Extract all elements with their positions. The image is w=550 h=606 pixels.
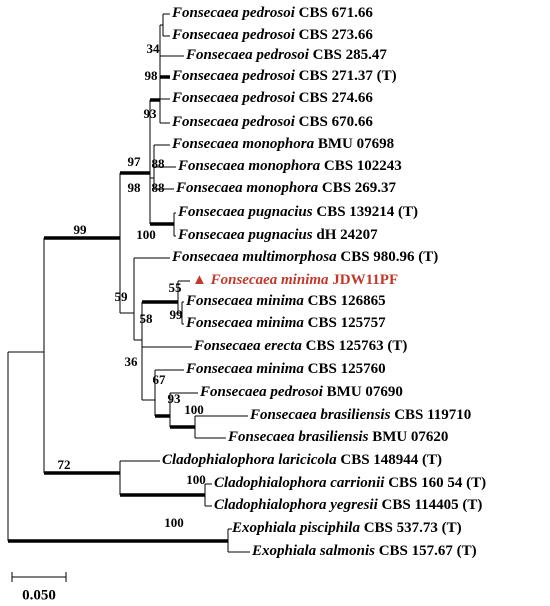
leaf-label: Fonsecaea erecta CBS 125763 (T)	[193, 338, 407, 354]
species-name: Fonsecaea minima	[185, 361, 304, 377]
leaf-label: Fonsecaea pedrosoi BMU 07690	[199, 384, 403, 400]
strain-id: CBS 148944 (T)	[340, 452, 442, 468]
strain-id: CBS 157.67 (T)	[379, 543, 477, 559]
species-name: Fonsecaea minima	[210, 272, 329, 288]
leaf-label: Fonsecaea pugnacius CBS 139214 (T)	[177, 204, 418, 220]
species-name: Cladophialophora laricicola	[162, 452, 337, 468]
strain-id: CBS 160 54 (T)	[388, 475, 486, 491]
leaf-label: Fonsecaea pedrosoi CBS 670.66	[171, 114, 373, 130]
leaf-label: Fonsecaea pedrosoi CBS 274.66	[171, 90, 373, 106]
leaf-label: Fonsecaea brasiliensis CBS 119710	[249, 407, 471, 423]
leaf-label: Fonsecaea brasiliensis BMU 07620	[227, 429, 448, 445]
leaf-label: Exophiala salmonis CBS 157.67 (T)	[251, 543, 477, 559]
bootstrap-value: 93	[144, 106, 158, 121]
scale-bar-label: 0.050	[22, 587, 56, 603]
leaf-label: Fonsecaea pedrosoi CBS 271.37 (T)	[171, 68, 397, 84]
strain-id: CBS 271.37 (T)	[299, 68, 397, 84]
species-name: Fonsecaea pedrosoi	[199, 384, 324, 400]
bootstrap-value: 59	[115, 289, 129, 304]
species-name: Fonsecaea pugnacius	[177, 227, 313, 243]
branches	[7, 13, 250, 582]
strain-id: BMU 07690	[327, 384, 403, 400]
strain-id: CBS 139214 (T)	[316, 204, 418, 220]
leaf-marker: ▲	[192, 272, 207, 288]
strain-id: CBS 980.96 (T)	[340, 249, 438, 265]
strain-id: CBS 125763 (T)	[306, 338, 408, 354]
leaf-label: Fonsecaea monophora CBS 102243	[177, 158, 402, 174]
leaf-label: Fonsecaea pedrosoi CBS 671.66	[171, 5, 373, 21]
species-name: Fonsecaea monophora	[177, 158, 321, 174]
species-name: Fonsecaea erecta	[193, 338, 302, 354]
species-name: Fonsecaea pedrosoi	[171, 114, 296, 130]
species-name: Fonsecaea multimorphosa	[171, 249, 337, 265]
species-name: Exophiala salmonis	[251, 543, 375, 559]
bootstrap-value: 36	[125, 354, 139, 369]
species-name: Fonsecaea minima	[185, 293, 304, 309]
bootstrap-value: 100	[186, 472, 206, 487]
species-name: Fonsecaea pugnacius	[177, 204, 313, 220]
strain-id: CBS 119710	[394, 407, 471, 423]
strain-id: CBS 114405 (T)	[382, 497, 483, 513]
bootstrap-value: 93	[168, 391, 182, 406]
bootstrap-value: 88	[152, 156, 166, 171]
strain-id: CBS 102243	[324, 158, 402, 174]
strain-id: CBS 126865	[308, 293, 386, 309]
leaf-label: Fonsecaea minima CBS 126865	[185, 293, 386, 309]
strain-id: BMU 07620	[372, 429, 448, 445]
strain-id: CBS 125760	[308, 361, 386, 377]
species-name: Fonsecaea monophora	[175, 180, 319, 196]
strain-id: CBS 274.66	[299, 90, 374, 106]
species-name: Fonsecaea brasiliensis	[227, 429, 369, 445]
bootstrap-value: 55	[169, 280, 183, 295]
strain-id: CBS 537.73 (T)	[364, 520, 462, 536]
leaf-label: Exophiala pisciphila CBS 537.73 (T)	[231, 520, 462, 536]
species-name: Exophiala pisciphila	[231, 520, 360, 536]
bootstrap-value: 99	[74, 222, 88, 237]
strain-id: dH 24207	[316, 227, 378, 243]
species-name: Fonsecaea monophora	[171, 136, 315, 152]
bootstrap-value: 99	[170, 307, 184, 322]
bootstrap-value: 98	[145, 68, 159, 83]
leaf-label: Cladophialophora carrionii CBS 160 54 (T…	[214, 475, 486, 491]
strain-id: CBS 269.37	[322, 180, 397, 196]
bootstrap-value: 72	[58, 457, 71, 472]
leaf-label: Fonsecaea pedrosoi CBS 285.47	[185, 47, 387, 63]
leaf-label: Fonsecaea pugnacius dH 24207	[177, 227, 378, 243]
bootstrap-value: 100	[184, 402, 204, 417]
bootstrap-value: 67	[153, 372, 167, 387]
species-name: Cladophialophora carrionii	[214, 475, 385, 491]
leaf-label: Cladophialophora yegresii CBS 114405 (T)	[214, 497, 482, 513]
bootstrap-value: 100	[164, 515, 184, 530]
leaf-label: Cladophialophora laricicola CBS 148944 (…	[162, 452, 442, 468]
bootstrap-value: 97	[128, 154, 142, 169]
species-name: Fonsecaea pedrosoi	[171, 90, 296, 106]
species-name: Fonsecaea brasiliensis	[249, 407, 391, 423]
leaf-label: Fonsecaea pedrosoi CBS 273.66	[171, 27, 373, 43]
strain-id: CBS 273.66	[299, 27, 374, 43]
bootstrap-value: 58	[140, 311, 154, 326]
species-name: Fonsecaea pedrosoi	[171, 27, 296, 43]
species-name: Cladophialophora yegresii	[214, 497, 379, 513]
leaf-label: Fonsecaea multimorphosa CBS 980.96 (T)	[171, 249, 438, 265]
strain-id: CBS 670.66	[299, 114, 374, 130]
strain-id: CBS 285.47	[313, 47, 388, 63]
bootstrap-value: 88	[152, 180, 166, 195]
bootstrap-value: 98	[128, 180, 142, 195]
species-name: Fonsecaea pedrosoi	[171, 68, 296, 84]
strain-id: CBS 671.66	[299, 5, 374, 21]
leaf-label: Fonsecaea monophora CBS 269.37	[175, 180, 397, 196]
leaf-label: ▲ Fonsecaea minima JDW11PF	[192, 272, 398, 288]
bootstrap-value: 100	[136, 227, 156, 242]
leaf-label: Fonsecaea minima CBS 125757	[185, 315, 386, 331]
bootstrap-value: 34	[147, 41, 161, 56]
strain-id: CBS 125757	[308, 315, 386, 331]
strain-id: BMU 07698	[318, 136, 394, 152]
leaf-label: Fonsecaea monophora BMU 07698	[171, 136, 394, 152]
species-name: Fonsecaea pedrosoi	[171, 5, 296, 21]
leaf-label: Fonsecaea minima CBS 125760	[185, 361, 386, 377]
species-name: Fonsecaea pedrosoi	[185, 47, 310, 63]
strain-id: JDW11PF	[332, 272, 398, 288]
species-name: Fonsecaea minima	[185, 315, 304, 331]
